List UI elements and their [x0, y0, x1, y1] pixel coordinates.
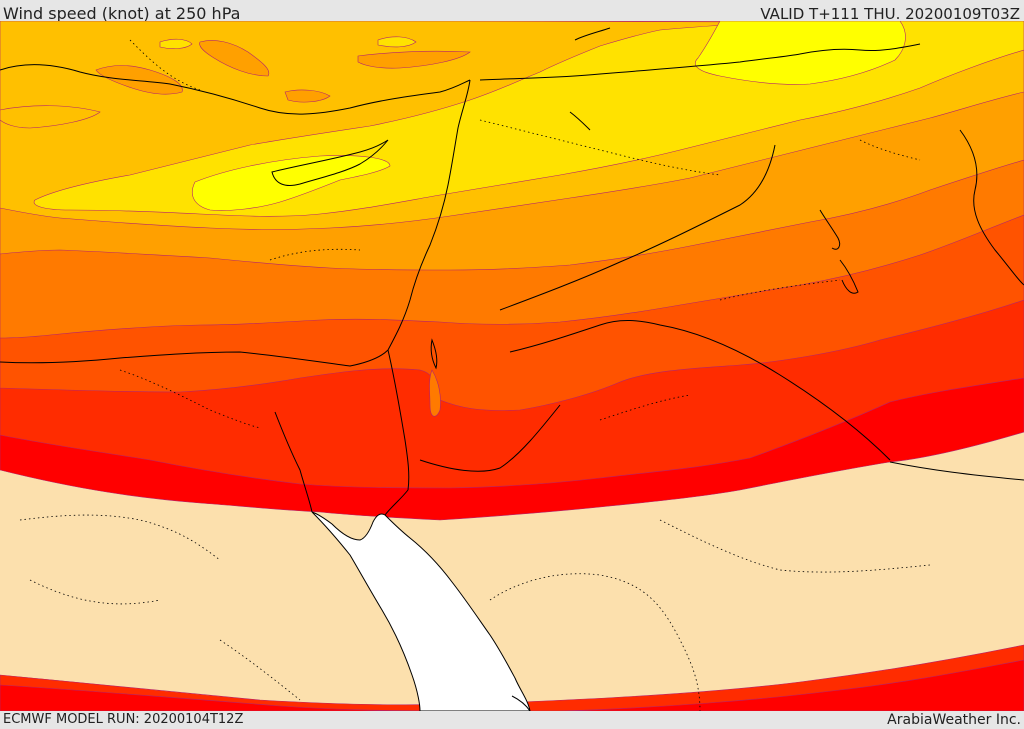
band-1-cyprus	[191, 155, 391, 211]
band-2-pocket	[159, 38, 193, 49]
band-2-pocket	[377, 36, 417, 48]
valid-time: VALID T+111 THU. 20200109T03Z	[760, 5, 1020, 23]
brand-credit: ArabiaWeather Inc.	[887, 712, 1021, 728]
band-1	[694, 21, 906, 85]
footer-bar: ECMWF MODEL RUN: 20200104T12Z ArabiaWeat…	[0, 711, 1024, 729]
band-4-pocket	[284, 89, 331, 103]
band-4-pocket	[95, 65, 183, 95]
map-title: Wind speed (knot) at 250 hPa	[3, 4, 241, 23]
header-bar: Wind speed (knot) at 250 hPa VALID T+111…	[0, 0, 1024, 23]
band-3-pocket	[0, 105, 101, 129]
band-4-pocket	[199, 40, 270, 77]
internal-borders	[19, 39, 931, 711]
wind-speed-map	[0, 21, 1024, 711]
coastlines	[0, 27, 1024, 711]
map-canvas	[0, 21, 1024, 711]
band-4-pocket	[357, 50, 471, 69]
red-sea	[311, 511, 531, 711]
band-5-tongue	[429, 369, 441, 417]
model-run-label: ECMWF MODEL RUN: 20200104T12Z	[3, 712, 244, 727]
